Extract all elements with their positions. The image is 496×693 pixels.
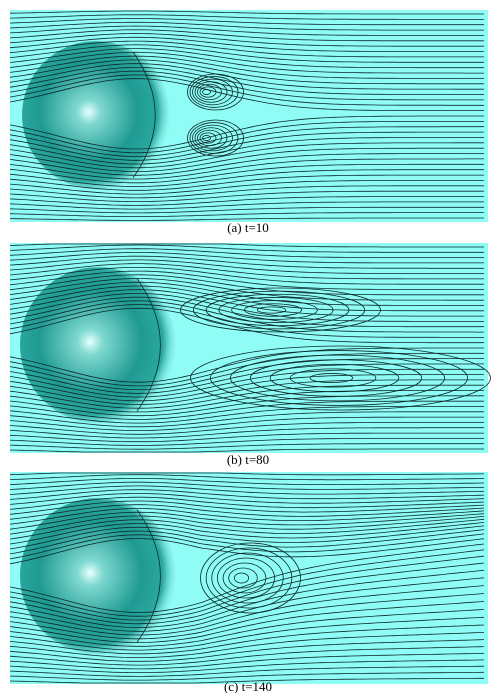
panel-a: (a) t=10 <box>10 10 488 235</box>
panel-c: (c) t=140 <box>10 472 488 693</box>
caption: (a) t=10 <box>227 220 269 235</box>
caption: (b) t=80 <box>227 452 269 467</box>
figure: (a) t=10 (b) t=80 (c) t=140 <box>0 0 496 693</box>
panel-b: (b) t=80 <box>10 243 491 467</box>
